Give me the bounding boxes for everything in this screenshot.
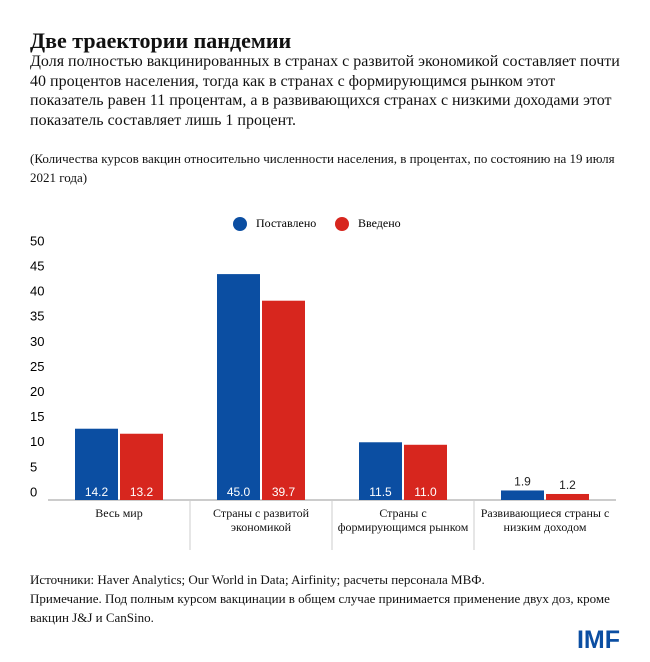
bar (404, 444, 447, 500)
x-tick-label: Страны с развитой экономикой (212, 506, 310, 534)
data-label: 1.9 (514, 475, 531, 489)
data-label: 11.5 (369, 485, 392, 499)
data-label: 14.2 (85, 485, 109, 499)
y-tick-label: 35 (30, 309, 44, 324)
data-label: 39.7 (272, 485, 296, 499)
bar (75, 428, 118, 500)
y-tick-label: 15 (30, 409, 44, 424)
data-label: 11.0 (414, 485, 437, 499)
bar (120, 433, 163, 500)
y-tick-label: 25 (30, 359, 44, 374)
bar (501, 490, 544, 500)
data-label: 45.0 (227, 485, 251, 499)
legend-label: Поставлено (256, 216, 316, 230)
bar (262, 300, 305, 500)
subtitle: Доля полностью вакцинированных в странах… (30, 53, 620, 129)
x-tick-label: Весь мир (95, 506, 143, 520)
x-tick-label: Развивающиеся страны с низким доходом (480, 506, 610, 534)
y-tick-label: 5 (30, 459, 37, 474)
data-label: 1.2 (559, 478, 576, 492)
y-tick-label: 45 (30, 259, 44, 274)
footnote: Примечание. Под полным курсом вакцинации… (30, 591, 610, 625)
bar (546, 493, 589, 500)
x-tick-label: Страны с формирующимся рынком (337, 506, 469, 534)
y-tick-label: 20 (30, 384, 44, 399)
legend-label: Введено (358, 216, 401, 230)
y-tick-label: 0 (30, 484, 37, 499)
data-label: 13.2 (130, 485, 154, 499)
bar (359, 442, 402, 500)
y-tick-label: 30 (30, 334, 44, 349)
note: (Количества курсов вакцин относительно ч… (30, 151, 615, 185)
chart-title: Две траектории пандемии (30, 28, 292, 53)
sources: Источники: Haver Analytics; Our World in… (30, 572, 485, 587)
y-tick-label: 50 (30, 233, 44, 248)
legend-swatch (233, 217, 247, 231)
legend-swatch (335, 217, 349, 231)
y-tick-label: 40 (30, 284, 44, 299)
logo: IMF (576, 626, 620, 654)
y-tick-label: 10 (30, 434, 44, 449)
bar (217, 274, 260, 500)
